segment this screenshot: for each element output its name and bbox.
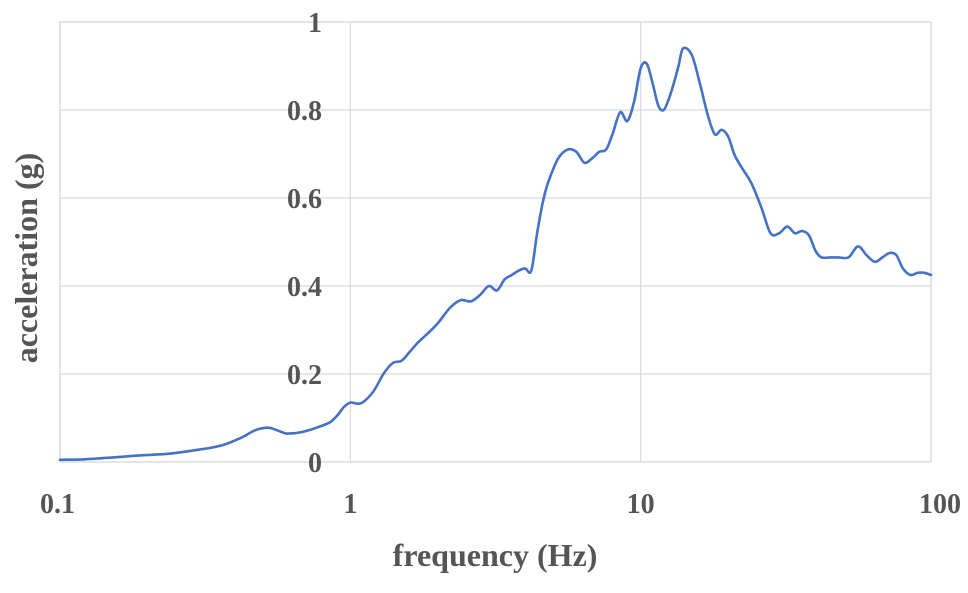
y-axis-ticks: 0 0.2 0.4 0.6 0.8 1 <box>287 8 322 479</box>
x-tick-label: 10 <box>627 489 655 520</box>
y-tick-label: 0 <box>308 448 322 479</box>
x-tick-label: 1 <box>343 489 357 520</box>
grid <box>59 21 932 463</box>
y-tick-label: 0.8 <box>287 96 322 127</box>
x-axis-title: frequency (Hz) <box>393 537 598 573</box>
x-tick-label: 0.1 <box>40 489 75 520</box>
plot-area-border <box>59 21 932 463</box>
series-line <box>58 46 933 462</box>
series-layer <box>58 46 933 462</box>
y-tick-label: 1 <box>308 8 322 39</box>
y-tick-label: 0.2 <box>287 360 322 391</box>
y-tick-label: 0.6 <box>287 184 322 215</box>
x-axis-ticks: 0.1 1 10 100 <box>40 489 961 520</box>
y-tick-label: 0.4 <box>287 272 322 303</box>
x-tick-label: 100 <box>919 489 961 520</box>
y-axis-title: acceleration (g) <box>8 153 44 364</box>
